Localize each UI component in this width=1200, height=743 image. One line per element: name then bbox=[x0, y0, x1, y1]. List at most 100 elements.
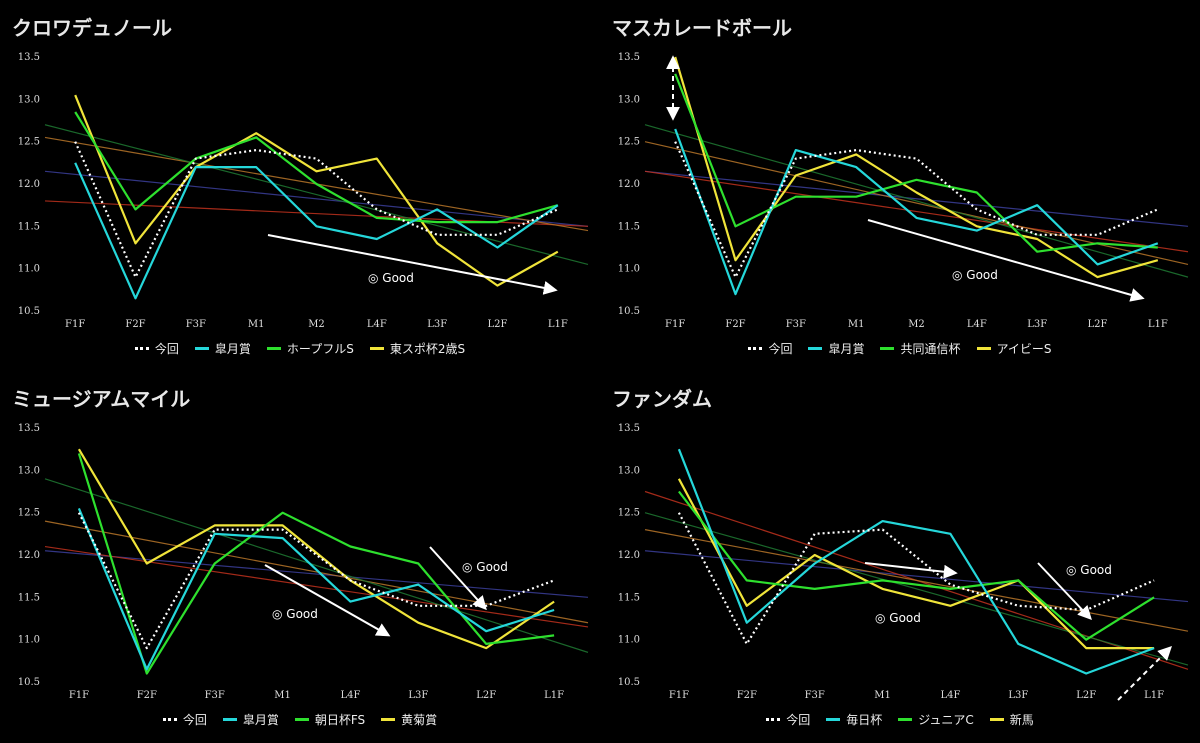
legend-swatch bbox=[294, 718, 309, 721]
y-tick-label: 11.0 bbox=[18, 635, 40, 646]
y-tick-label: 11.0 bbox=[18, 264, 40, 275]
annotation-label: ◎ Good bbox=[1066, 563, 1112, 577]
chart-svg: 10.5 11.0 11.5 12.0 12.5 13.0 13.5 F1F F2F F3F M1 M… bbox=[618, 52, 1189, 330]
series-line bbox=[74, 162, 559, 300]
chart-svg: 10.5 11.0 11.5 12.0 12.5 13.0 13.5 F1F F2F F3F M1 L… bbox=[618, 423, 1189, 701]
x-tick-label: L1F bbox=[1148, 319, 1168, 330]
y-tick-label: 11.5 bbox=[618, 592, 640, 603]
legend-label: 毎日杯 bbox=[846, 713, 883, 727]
legend-label: 今回 bbox=[768, 342, 793, 356]
x-tick-label: L3F bbox=[1008, 690, 1028, 701]
trend-line bbox=[44, 478, 589, 653]
series-line bbox=[677, 478, 1155, 650]
series-line bbox=[74, 94, 559, 287]
y-tick-label: 11.5 bbox=[18, 592, 40, 603]
legend-label: 皐月賞 bbox=[214, 342, 251, 356]
x-tick-label: F2F bbox=[125, 319, 145, 330]
x-tick-label: L1F bbox=[544, 690, 564, 701]
legend-label: 皐月賞 bbox=[242, 713, 279, 727]
annotation-label: ◎ Good bbox=[272, 607, 318, 621]
series-line bbox=[674, 73, 1158, 253]
legend-item: 東スポ杯2歳S bbox=[369, 340, 466, 357]
legend-swatch bbox=[989, 718, 1004, 721]
annotation-label: ◎ Good bbox=[952, 268, 998, 282]
y-tick-label: 13.0 bbox=[618, 94, 640, 105]
legend-item: 今回 bbox=[748, 340, 792, 357]
chart-legend: 今回 皐月賞 朝日杯FS 黄菊賞 bbox=[0, 711, 600, 728]
legend-item: 今回 bbox=[134, 340, 179, 357]
y-tick-label: 13.0 bbox=[18, 465, 40, 476]
trend-line bbox=[644, 512, 1189, 666]
x-tick-label: F1F bbox=[65, 319, 85, 330]
series-line bbox=[677, 512, 1155, 645]
legend-item: 今回 bbox=[766, 711, 810, 728]
x-tick-label: L2F bbox=[1076, 690, 1096, 701]
legend-item: ジュニアC bbox=[898, 711, 974, 728]
series-line bbox=[77, 453, 555, 675]
x-tick-label: F3F bbox=[205, 690, 225, 701]
y-tick-label: 11.5 bbox=[18, 221, 40, 232]
y-tick-label: 11.5 bbox=[618, 221, 640, 232]
legend-swatch bbox=[266, 347, 281, 350]
x-tick-label: M1 bbox=[874, 690, 891, 701]
legend-label: ホープフルS bbox=[286, 342, 354, 356]
chart-title: ミュージアムマイル bbox=[12, 387, 191, 411]
legend-label: 皐月賞 bbox=[828, 342, 865, 356]
chart-panel-3: ミュージアムマイル 10.5 11.0 11.5 12.0 12.5 13.0 13.5 F1… bbox=[0, 371, 600, 742]
legend-swatch bbox=[381, 718, 396, 721]
legend-item: 新馬 bbox=[989, 711, 1034, 728]
legend-item: 毎日杯 bbox=[826, 711, 882, 728]
series-line bbox=[74, 111, 559, 224]
annotation-arrow bbox=[867, 219, 1145, 302]
legend-swatch bbox=[766, 718, 781, 721]
chart-legend: 今回 毎日杯 ジュニアC 新馬 bbox=[600, 711, 1200, 728]
x-tick-label: F3F bbox=[186, 319, 206, 330]
y-tick-label: 13.5 bbox=[18, 423, 40, 434]
legend-label: 黄菊賞 bbox=[401, 713, 438, 727]
y-tick-label: 12.0 bbox=[618, 550, 640, 561]
annotation-label: ◎ Good bbox=[368, 271, 414, 285]
trend-line bbox=[644, 529, 1189, 632]
legend-swatch bbox=[369, 347, 384, 350]
x-tick-label: F1F bbox=[669, 690, 689, 701]
annotation-arrow bbox=[1117, 646, 1172, 701]
x-tick-label: M1 bbox=[848, 319, 865, 330]
series-line bbox=[678, 490, 1155, 641]
legend-item: 黄菊賞 bbox=[381, 711, 437, 728]
annotation-arrow bbox=[1037, 562, 1092, 621]
x-tick-label: F3F bbox=[805, 690, 825, 701]
series-line bbox=[74, 141, 559, 279]
x-tick-label: L4F bbox=[340, 690, 360, 701]
legend-swatch bbox=[194, 347, 209, 350]
y-tick-label: 12.5 bbox=[18, 137, 40, 148]
legend-label: 新馬 bbox=[1009, 713, 1034, 727]
x-tick-label: F3F bbox=[786, 319, 806, 330]
y-tick-label: 10.5 bbox=[618, 677, 640, 688]
legend-label: 東スポ杯2歳S bbox=[389, 342, 466, 356]
chart-legend: 今回 皐月賞 共同通信杯 アイビーS bbox=[600, 340, 1200, 357]
x-tick-label: L4F bbox=[967, 319, 987, 330]
legend-swatch bbox=[808, 347, 823, 350]
y-tick-label: 13.5 bbox=[618, 52, 640, 63]
legend-item: 朝日杯FS bbox=[294, 711, 365, 728]
trend-line bbox=[44, 545, 589, 628]
y-tick-label: 12.5 bbox=[18, 508, 40, 519]
series-line bbox=[674, 56, 1159, 279]
annotation-label: ◎ Good bbox=[462, 560, 508, 574]
series-line bbox=[77, 507, 555, 671]
legend-item: 皐月賞 bbox=[194, 340, 251, 357]
x-tick-label: F2F bbox=[737, 690, 757, 701]
x-tick-label: L2F bbox=[476, 690, 496, 701]
trend-line bbox=[644, 550, 1189, 603]
x-tick-label: F1F bbox=[69, 690, 89, 701]
legend-swatch bbox=[162, 718, 177, 721]
y-tick-label: 12.0 bbox=[618, 179, 640, 190]
y-tick-label: 10.5 bbox=[18, 306, 40, 317]
legend-swatch bbox=[748, 347, 763, 350]
annotation-arrow bbox=[267, 234, 558, 295]
legend-item: 皐月賞 bbox=[222, 711, 279, 728]
legend-swatch bbox=[976, 347, 991, 350]
chart-legend: 今回 皐月賞 ホープフルS 東スポ杯2歳S bbox=[0, 340, 600, 357]
legend-label: 共同通信杯 bbox=[900, 342, 961, 356]
chart-svg: 10.5 11.0 11.5 12.0 12.5 13.0 13.5 F1F F2F F3F M1 M… bbox=[18, 52, 589, 330]
